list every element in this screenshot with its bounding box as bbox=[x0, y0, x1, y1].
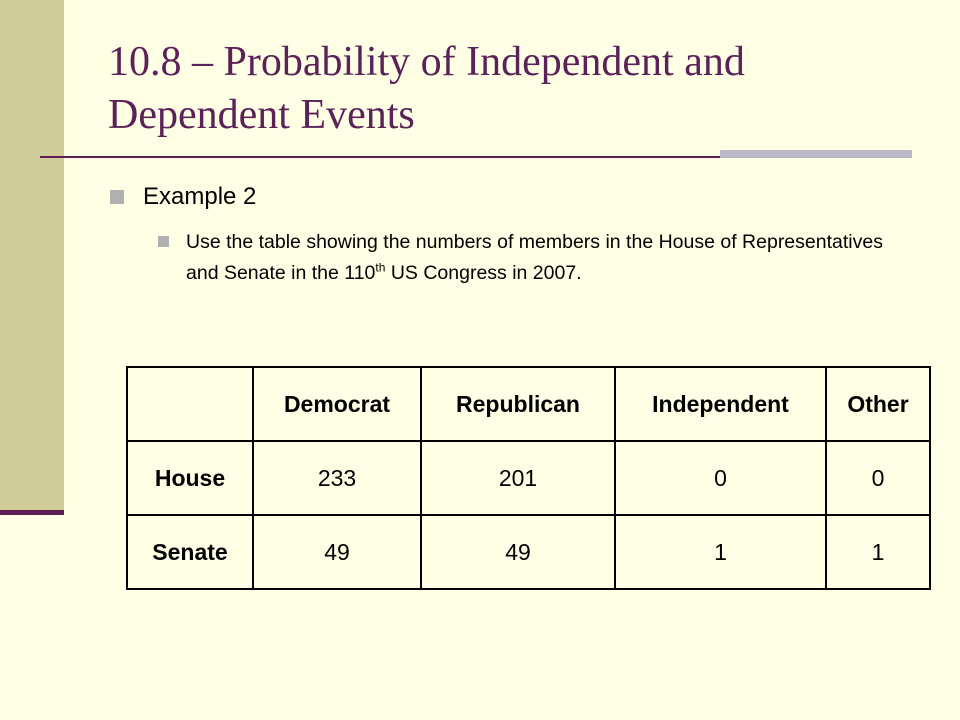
row-header: Senate bbox=[126, 514, 254, 590]
sub-bullet-text: Use the table showing the numbers of mem… bbox=[186, 227, 898, 289]
slide-title: 10.8 – Probability of Independent and De… bbox=[108, 39, 745, 138]
square-bullet-icon bbox=[158, 236, 169, 247]
title-divider bbox=[40, 156, 912, 158]
table-cell: 49 bbox=[252, 514, 422, 590]
column-header: Other bbox=[825, 366, 931, 442]
congress-table: Democrat Republican Independent Other Ho… bbox=[126, 366, 931, 590]
column-header: Democrat bbox=[252, 366, 422, 442]
bullet-example: Example 2 bbox=[110, 183, 256, 211]
table-row: House 233 201 0 0 bbox=[126, 440, 931, 516]
sub-bullet: Use the table showing the numbers of mem… bbox=[158, 227, 898, 289]
side-accent-line bbox=[0, 510, 64, 515]
table-row: Senate 49 49 1 1 bbox=[126, 514, 931, 590]
table-cell: 201 bbox=[420, 440, 616, 516]
table-cell: 233 bbox=[252, 440, 422, 516]
ordinal-suffix: th bbox=[375, 260, 386, 275]
title-divider-accent bbox=[720, 150, 912, 158]
table-header-row: Democrat Republican Independent Other bbox=[126, 366, 931, 442]
table-cell: 0 bbox=[614, 440, 827, 516]
sub-bullet-text-start: Use the table showing the numbers of mem… bbox=[186, 231, 883, 284]
table-cell: 1 bbox=[825, 514, 931, 590]
table-cell: 1 bbox=[614, 514, 827, 590]
column-header: Independent bbox=[614, 366, 827, 442]
table-corner-cell bbox=[126, 366, 254, 442]
bullet-text: Example 2 bbox=[143, 183, 257, 210]
sub-bullet-text-end: US Congress in 2007. bbox=[385, 262, 582, 284]
square-bullet-icon bbox=[110, 190, 124, 204]
table-cell: 0 bbox=[825, 440, 931, 516]
column-header: Republican bbox=[420, 366, 616, 442]
side-bar bbox=[0, 0, 64, 510]
row-header: House bbox=[126, 440, 254, 516]
table-cell: 49 bbox=[420, 514, 616, 590]
